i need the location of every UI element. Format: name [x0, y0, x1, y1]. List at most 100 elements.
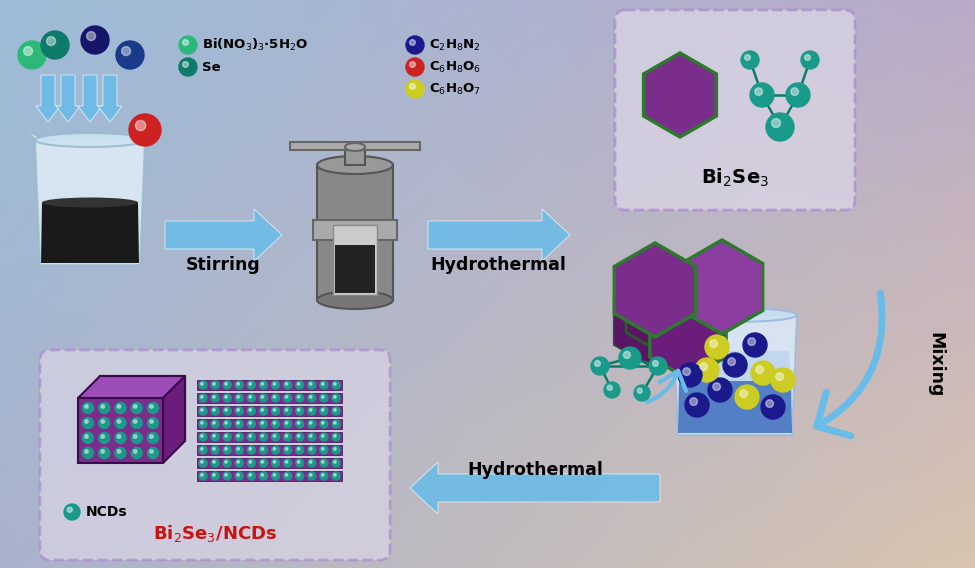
Circle shape	[147, 417, 159, 428]
Circle shape	[308, 394, 316, 402]
Circle shape	[213, 408, 215, 411]
Circle shape	[199, 433, 207, 441]
Circle shape	[85, 450, 88, 453]
Polygon shape	[673, 315, 797, 435]
Circle shape	[182, 40, 188, 45]
Polygon shape	[661, 301, 683, 315]
Circle shape	[81, 26, 109, 54]
Circle shape	[235, 407, 244, 415]
Circle shape	[248, 420, 255, 428]
Circle shape	[297, 421, 300, 424]
Circle shape	[320, 446, 328, 454]
Circle shape	[201, 435, 203, 437]
Circle shape	[727, 358, 735, 365]
Circle shape	[212, 394, 219, 402]
Circle shape	[272, 394, 280, 402]
Circle shape	[213, 448, 215, 450]
Polygon shape	[290, 142, 420, 150]
Circle shape	[117, 435, 121, 438]
Circle shape	[223, 394, 231, 402]
Polygon shape	[35, 140, 145, 265]
Circle shape	[213, 421, 215, 424]
Circle shape	[237, 474, 240, 476]
Polygon shape	[650, 291, 726, 379]
Circle shape	[199, 407, 207, 415]
Circle shape	[212, 407, 219, 415]
Circle shape	[332, 459, 340, 467]
Circle shape	[85, 435, 88, 438]
Circle shape	[223, 420, 231, 428]
Circle shape	[284, 420, 292, 428]
Polygon shape	[621, 270, 699, 360]
Circle shape	[771, 368, 795, 392]
Circle shape	[223, 472, 231, 480]
Circle shape	[83, 448, 94, 458]
Circle shape	[619, 347, 641, 369]
Text: NCDs: NCDs	[86, 505, 128, 519]
Circle shape	[261, 435, 263, 437]
Circle shape	[199, 381, 207, 389]
Ellipse shape	[317, 291, 393, 309]
Circle shape	[308, 420, 316, 428]
Circle shape	[284, 459, 292, 467]
Circle shape	[649, 357, 667, 375]
Circle shape	[23, 47, 32, 56]
Circle shape	[322, 395, 324, 398]
Bar	[197, 458, 342, 468]
Circle shape	[261, 408, 263, 411]
Polygon shape	[626, 265, 704, 355]
Circle shape	[297, 395, 300, 398]
Circle shape	[710, 340, 718, 348]
Circle shape	[801, 51, 819, 69]
Circle shape	[295, 394, 304, 402]
Circle shape	[237, 383, 240, 385]
Circle shape	[295, 459, 304, 467]
Circle shape	[286, 461, 288, 463]
Circle shape	[735, 385, 759, 409]
Polygon shape	[78, 75, 102, 122]
Circle shape	[248, 459, 255, 467]
Circle shape	[309, 448, 312, 450]
Circle shape	[237, 461, 240, 463]
Circle shape	[272, 420, 280, 428]
Circle shape	[249, 408, 252, 411]
Circle shape	[213, 383, 215, 385]
Circle shape	[308, 446, 316, 454]
Circle shape	[18, 41, 46, 69]
Circle shape	[98, 417, 110, 428]
Circle shape	[333, 421, 336, 424]
Circle shape	[117, 404, 121, 408]
Circle shape	[212, 459, 219, 467]
Circle shape	[623, 352, 631, 358]
Circle shape	[225, 448, 227, 450]
Circle shape	[134, 420, 137, 423]
Circle shape	[213, 461, 215, 463]
Bar	[197, 419, 342, 429]
Circle shape	[604, 382, 620, 398]
Circle shape	[638, 388, 643, 393]
Text: Bi$_2$Se$_3$: Bi$_2$Se$_3$	[701, 167, 769, 189]
Bar	[197, 393, 342, 403]
Circle shape	[297, 461, 300, 463]
Circle shape	[297, 435, 300, 437]
Circle shape	[261, 395, 263, 398]
Bar	[197, 380, 342, 390]
Circle shape	[755, 88, 762, 95]
Circle shape	[261, 461, 263, 463]
Circle shape	[150, 450, 153, 453]
Circle shape	[309, 474, 312, 476]
Circle shape	[223, 407, 231, 415]
Circle shape	[179, 58, 197, 76]
Circle shape	[309, 421, 312, 424]
Polygon shape	[678, 381, 792, 433]
Circle shape	[595, 361, 601, 366]
Circle shape	[237, 408, 240, 411]
Circle shape	[410, 83, 415, 89]
Circle shape	[700, 363, 708, 370]
Circle shape	[248, 407, 255, 415]
Circle shape	[322, 448, 324, 450]
Circle shape	[237, 395, 240, 398]
Polygon shape	[36, 75, 60, 122]
Circle shape	[748, 338, 756, 345]
Circle shape	[225, 435, 227, 437]
